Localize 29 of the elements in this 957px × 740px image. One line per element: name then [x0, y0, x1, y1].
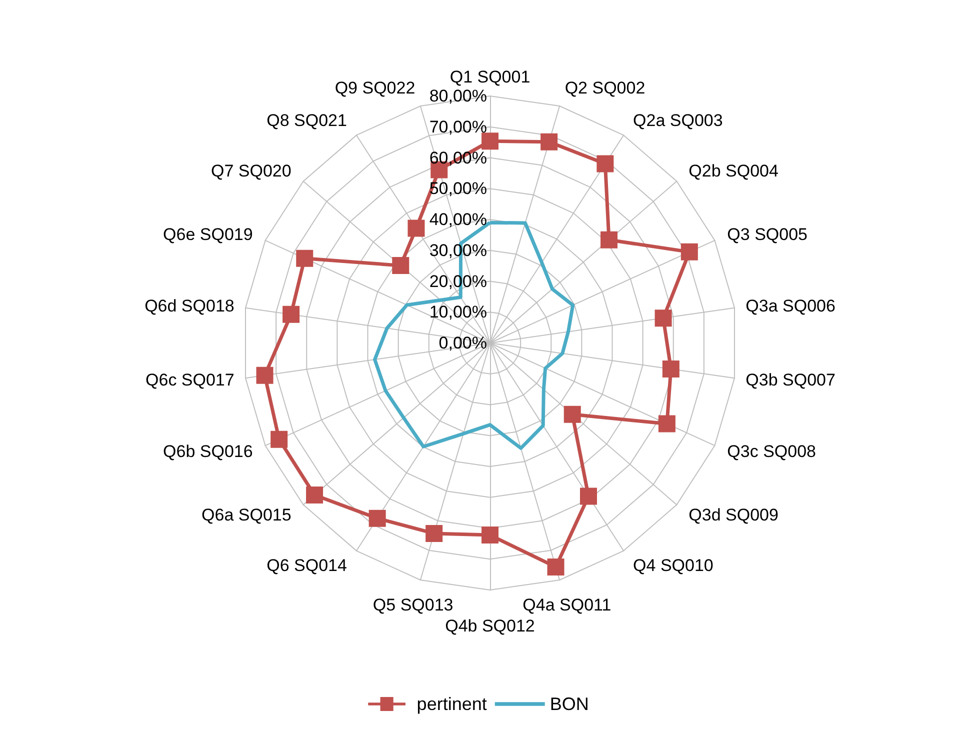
spoke-label: Q7 SQ020 — [210, 161, 292, 180]
spoke-label: Q2a SQ003 — [633, 110, 723, 130]
spoke-label: Q3b SQ007 — [746, 370, 836, 390]
spoke-label: Q3c SQ008 — [727, 442, 816, 461]
y-tick-label: 70,00% — [429, 117, 487, 136]
y-tick-label: 40,00% — [429, 210, 487, 229]
spoke-label: Q3a SQ006 — [746, 296, 836, 316]
spoke-label: Q6 SQ014 — [266, 556, 347, 576]
spoke-label: Q6e SQ019 — [163, 225, 253, 244]
legend-label: pertinent — [416, 694, 487, 714]
spoke-label: Q2 SQ002 — [564, 78, 646, 98]
y-tick-label: 10,00% — [429, 302, 487, 322]
y-tick-label: 80,00% — [429, 86, 487, 106]
spoke-label: Q3 SQ005 — [727, 225, 808, 244]
spoke-label: Q6d SQ018 — [144, 296, 234, 316]
spoke-label: Q5 SQ013 — [372, 595, 454, 614]
spoke-label: Q6c SQ017 — [146, 370, 234, 390]
spoke-label: Q6a SQ015 — [202, 506, 292, 525]
spoke-label: Q1 SQ001 — [450, 68, 530, 86]
spoke-label: Q6b SQ016 — [163, 442, 253, 461]
spoke-label: Q4 SQ010 — [633, 556, 714, 576]
y-tick-label: 0,00% — [438, 334, 487, 352]
spoke-label: Q9 SQ022 — [334, 78, 416, 98]
spoke-label: Q8 SQ021 — [266, 110, 347, 130]
spoke-label: Q2b SQ004 — [688, 161, 778, 180]
spoke-label: Q3d SQ009 — [688, 506, 778, 525]
spoke-label: Q4b SQ012 — [445, 616, 535, 636]
spoke-label: Q4a SQ011 — [522, 595, 612, 614]
legend-label: BON — [550, 694, 589, 714]
